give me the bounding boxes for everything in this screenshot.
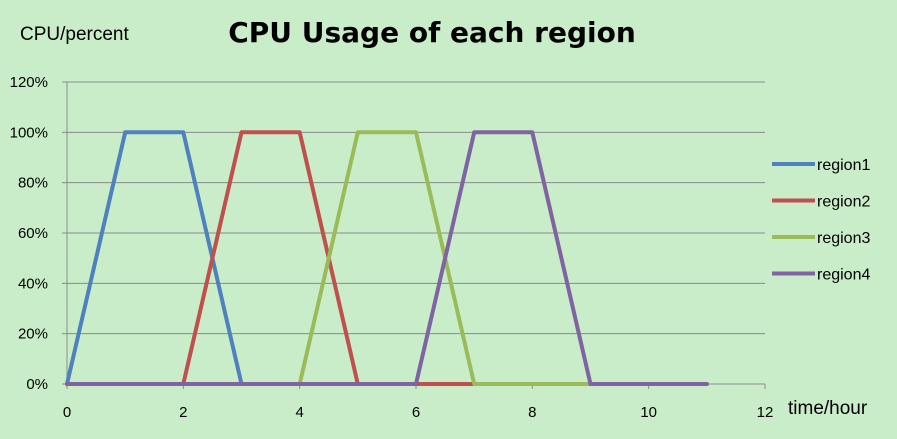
- series-line-region3: [65, 130, 709, 386]
- y-tick-label: 20%: [18, 326, 48, 343]
- gridlines: [67, 81, 765, 335]
- x-tick-label: 10: [640, 404, 657, 421]
- x-axis-label: time/hour: [788, 398, 868, 419]
- legend-label-region3: region3: [817, 230, 870, 247]
- legend: region1 region2 region3 region4: [772, 157, 870, 284]
- y-tick-label: 60%: [18, 225, 48, 242]
- y-tick-label: 80%: [18, 175, 48, 192]
- x-tick-label: 12: [757, 404, 774, 421]
- series-line-region2: [65, 130, 709, 386]
- y-tick-label: 0%: [26, 376, 48, 393]
- series-line-region4: [65, 130, 709, 386]
- x-tick-label: 6: [412, 404, 420, 421]
- series-line-region1: [65, 130, 709, 386]
- y-axis-label: CPU/percent: [20, 24, 129, 45]
- chart-title: CPU Usage of each region: [228, 16, 636, 49]
- y-tick-label: 40%: [18, 275, 48, 292]
- x-tick-label: 2: [179, 404, 187, 421]
- legend-label-region1: region1: [817, 157, 870, 174]
- x-tick-labels: 0 2 4 6 8 10 12: [63, 404, 774, 421]
- y-tick-label: 120%: [10, 74, 48, 91]
- x-tick-label: 4: [295, 404, 303, 421]
- x-tick-label: 0: [63, 404, 71, 421]
- axes: [62, 81, 766, 389]
- y-tick-labels: 0% 20% 40% 60% 80% 100% 120%: [10, 74, 48, 393]
- legend-label-region2: region2: [817, 194, 870, 211]
- series-lines: [65, 130, 709, 386]
- y-tick-label: 100%: [10, 124, 48, 141]
- x-tick-label: 8: [528, 404, 536, 421]
- legend-label-region4: region4: [817, 267, 870, 284]
